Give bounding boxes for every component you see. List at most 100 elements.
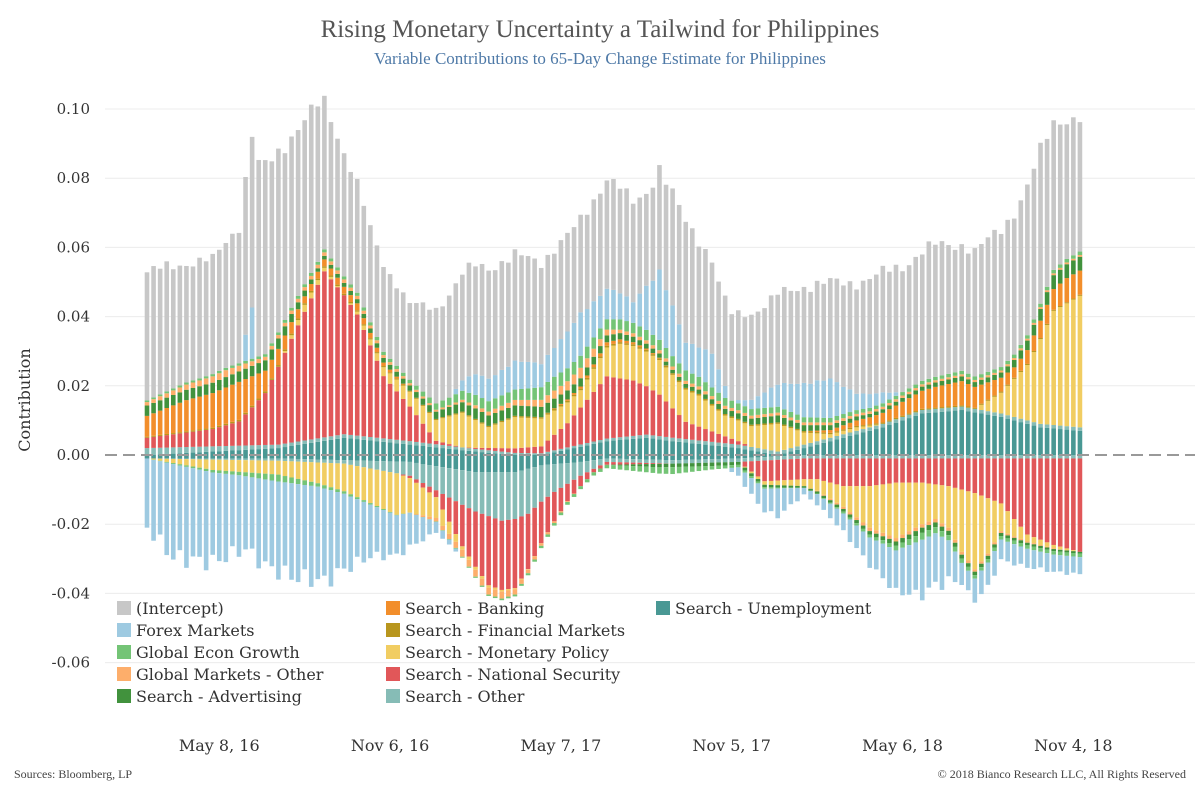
bar-segment <box>243 455 248 459</box>
bar-segment <box>210 376 215 383</box>
bar-segment <box>545 354 551 382</box>
bar-segment <box>630 345 636 381</box>
bar-segment <box>335 286 340 288</box>
bar-segment <box>703 382 708 392</box>
bar-segment <box>407 303 413 380</box>
bar-segment <box>801 486 807 488</box>
bar-segment <box>650 459 656 464</box>
bar-segment <box>1077 255 1083 257</box>
bar-segment <box>578 386 583 389</box>
bar-segment <box>236 365 242 372</box>
bar-segment <box>736 420 741 442</box>
bar-segment <box>847 514 853 518</box>
bar-stack <box>604 180 610 469</box>
bar-segment <box>361 313 367 319</box>
bar-segment <box>906 458 912 483</box>
bar-stack <box>690 228 695 472</box>
bar-segment <box>841 486 846 507</box>
bar-segment <box>479 452 485 455</box>
bar-segment <box>479 422 485 424</box>
bar-segment <box>630 380 636 436</box>
bar-segment <box>460 402 465 412</box>
bar-segment <box>624 331 629 335</box>
bar-segment <box>354 295 360 300</box>
bar-segment <box>696 386 702 390</box>
bar-segment <box>992 415 997 455</box>
bar-segment <box>729 458 735 463</box>
bar-segment <box>644 455 649 460</box>
bar-segment <box>762 417 767 424</box>
bar-segment <box>157 410 163 435</box>
bar-segment <box>887 405 892 410</box>
bar-segment <box>854 289 859 394</box>
bar-segment <box>873 393 879 406</box>
bar-segment <box>808 291 813 384</box>
bar-segment <box>368 225 373 323</box>
bar-segment <box>216 390 222 426</box>
bar-segment <box>867 531 872 535</box>
bar-segment <box>801 458 807 480</box>
bar-segment <box>151 436 156 448</box>
bar-segment <box>683 421 689 440</box>
bar-segment <box>755 481 761 484</box>
bar-segment <box>972 407 978 409</box>
bar-segment <box>847 512 853 515</box>
bar-segment <box>381 367 386 377</box>
bar-segment <box>591 460 597 469</box>
bar-segment <box>1038 142 1043 304</box>
bar-segment <box>1051 551 1056 555</box>
bar-segment <box>906 418 912 455</box>
bar-segment <box>571 394 577 397</box>
bar-segment <box>906 388 912 392</box>
bar-segment <box>400 461 406 475</box>
bar-segment <box>755 479 761 482</box>
bar-segment <box>387 274 393 359</box>
bar-segment <box>216 451 222 455</box>
bar-segment <box>650 463 656 464</box>
bar-segment <box>144 448 150 455</box>
bar-segment <box>722 436 728 444</box>
bar-segment <box>512 589 518 595</box>
bar-segment <box>216 249 222 371</box>
bar-segment <box>400 292 406 373</box>
bar-segment <box>190 431 196 447</box>
bar-segment <box>1057 555 1063 572</box>
bar-segment <box>519 255 524 362</box>
bar-segment <box>519 361 524 389</box>
bar-stack <box>762 308 767 513</box>
bar-segment <box>315 441 321 455</box>
bar-segment <box>558 487 564 512</box>
bar-segment <box>512 417 518 449</box>
bar-segment <box>749 457 754 462</box>
bar-segment <box>1038 307 1043 310</box>
bar-segment <box>893 538 899 542</box>
legend-swatch <box>117 689 131 703</box>
bar-segment <box>722 455 728 459</box>
bar-stack <box>216 249 222 562</box>
bar-stack <box>768 295 774 512</box>
bar-segment <box>440 530 445 531</box>
bar-segment <box>676 441 682 455</box>
bar-segment <box>368 328 373 333</box>
bar-segment <box>328 264 334 269</box>
bar-segment <box>749 446 754 451</box>
bar-segment <box>203 451 209 455</box>
bar-segment <box>972 379 978 383</box>
bar-segment <box>1057 455 1063 459</box>
bar-stack <box>223 242 229 563</box>
bar-segment <box>177 459 183 465</box>
bar-segment <box>1011 519 1017 537</box>
bar-segment <box>676 460 682 464</box>
bar-segment <box>775 485 781 488</box>
bar-segment <box>519 416 524 418</box>
bar-segment <box>552 523 557 526</box>
bar-segment <box>854 413 859 417</box>
bar-segment <box>374 336 380 341</box>
bar-segment <box>722 408 728 414</box>
bar-segment <box>354 303 360 311</box>
bar-stack <box>729 314 735 473</box>
bar-segment <box>157 434 163 436</box>
bar-stack <box>952 249 958 583</box>
bar-segment <box>315 455 321 460</box>
bar-segment <box>1038 339 1043 424</box>
